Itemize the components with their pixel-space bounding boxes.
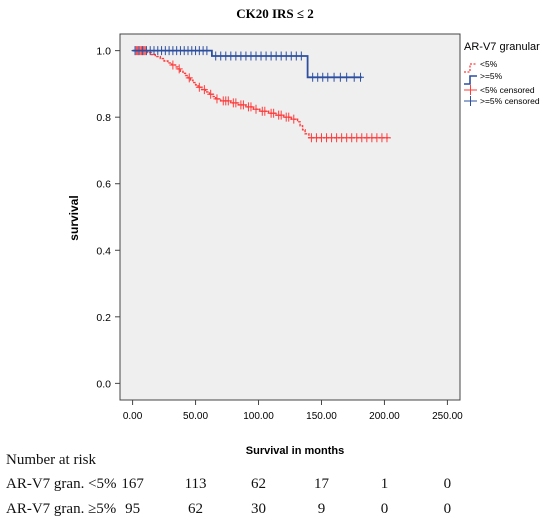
risk-count: 30 bbox=[251, 501, 267, 517]
legend-label-ge5: >=5% bbox=[480, 71, 503, 81]
x-tick-label: 150.00 bbox=[306, 411, 337, 422]
censor-mark-1 bbox=[203, 46, 211, 56]
censor-mark-0 bbox=[252, 104, 260, 114]
censor-mark-1 bbox=[297, 51, 305, 61]
censor-mark-0 bbox=[200, 85, 208, 95]
legend-label-lt5: <5% bbox=[480, 59, 498, 69]
risk-count: 0 bbox=[443, 501, 452, 517]
axes: 0.0 0.2 0.4 0.6 0.8 1.0 0.00 50.00 100.00 150.00 2… bbox=[96, 46, 463, 422]
plot-area bbox=[119, 33, 461, 401]
risk-count: 0 bbox=[380, 501, 389, 517]
y-tick-label: 0.0 bbox=[96, 378, 111, 390]
censor-mark-1 bbox=[330, 72, 338, 82]
y-tick-label: 0.2 bbox=[96, 312, 111, 324]
x-tick-label: 100.00 bbox=[243, 411, 274, 422]
censor-mark-0 bbox=[207, 89, 215, 99]
x-tick-label: 250.00 bbox=[432, 411, 463, 422]
legend-entry-ge5: >=5% bbox=[464, 71, 503, 85]
series-line-0 bbox=[132, 49, 391, 139]
legend-swatch-lt5-censored bbox=[464, 85, 477, 95]
risk-row: AR-V7 gran. <5% 167 113 62 17 1 0 bbox=[0, 476, 550, 498]
censor-mark-0 bbox=[270, 108, 278, 118]
chart-title: CK20 IRS ≤ 2 bbox=[236, 6, 314, 21]
risk-table-header: Number at risk bbox=[6, 452, 96, 468]
y-tick-label: 0.6 bbox=[96, 179, 111, 191]
risk-count: 17 bbox=[313, 476, 329, 492]
y-tick-label: 0.4 bbox=[96, 245, 111, 257]
risk-row-label: AR-V7 gran. ≥5% bbox=[6, 501, 117, 517]
censor-mark-0 bbox=[195, 82, 203, 92]
censor-mark-0 bbox=[175, 64, 183, 74]
censor-mark-0 bbox=[290, 114, 298, 124]
risk-count: 167 bbox=[121, 476, 144, 492]
x-tick-label: 200.00 bbox=[369, 411, 400, 422]
legend-swatch-ge5 bbox=[464, 75, 477, 85]
censor-mark-1 bbox=[357, 72, 365, 82]
risk-count: 113 bbox=[184, 476, 207, 492]
censor-mark-0 bbox=[213, 94, 221, 104]
censor-mark-1 bbox=[350, 72, 358, 82]
x-axis-label: Survival in months bbox=[246, 445, 344, 457]
y-tick-label: 1.0 bbox=[96, 46, 111, 58]
risk-count: 62 bbox=[188, 501, 204, 517]
risk-row-label: AR-V7 gran. <5% bbox=[6, 476, 117, 492]
censor-mark-0 bbox=[247, 102, 255, 112]
legend-entry-lt5: <5% bbox=[464, 59, 498, 73]
legend-entry-lt5-censored: <5% censored bbox=[464, 85, 535, 95]
x-tick-label: 0.00 bbox=[123, 411, 143, 422]
censor-mark-1 bbox=[336, 72, 344, 82]
legend-swatch-ge5-censored bbox=[464, 96, 477, 106]
risk-count: 62 bbox=[251, 476, 267, 492]
censor-mark-0 bbox=[261, 106, 269, 116]
risk-row: AR-V7 gran. ≥5% 95 62 30 9 0 0 bbox=[0, 501, 550, 523]
x-tick-label: 50.00 bbox=[183, 411, 208, 422]
legend-title: AR-V7 granular bbox=[464, 41, 540, 53]
legend-label-lt5-censored: <5% censored bbox=[480, 85, 535, 95]
censor-mark-0 bbox=[277, 110, 285, 120]
legend: AR-V7 granular <5% >=5% <5% censored >=5… bbox=[464, 41, 540, 106]
risk-count: 0 bbox=[443, 476, 452, 492]
censor-mark-0 bbox=[239, 100, 247, 110]
censor-mark-1 bbox=[324, 72, 332, 82]
y-axis-label: survival bbox=[67, 195, 81, 240]
risk-count: 9 bbox=[317, 501, 326, 517]
legend-entry-ge5-censored: >=5% censored bbox=[464, 96, 540, 106]
censor-mark-0 bbox=[232, 98, 240, 108]
censor-mark-1 bbox=[343, 72, 351, 82]
y-tick-label: 0.8 bbox=[96, 112, 111, 124]
risk-count: 95 bbox=[125, 501, 141, 517]
legend-label-ge5-censored: >=5% censored bbox=[480, 96, 540, 106]
series-layer bbox=[131, 46, 391, 143]
censor-mark-0 bbox=[169, 60, 177, 70]
censor-mark-0 bbox=[224, 96, 232, 106]
censor-mark-0 bbox=[185, 73, 193, 83]
risk-count: 1 bbox=[380, 476, 389, 492]
legend-swatch-lt5 bbox=[464, 63, 477, 73]
censor-mark-0 bbox=[383, 133, 391, 143]
censor-mark-0 bbox=[285, 112, 293, 122]
plot-background bbox=[119, 33, 461, 401]
